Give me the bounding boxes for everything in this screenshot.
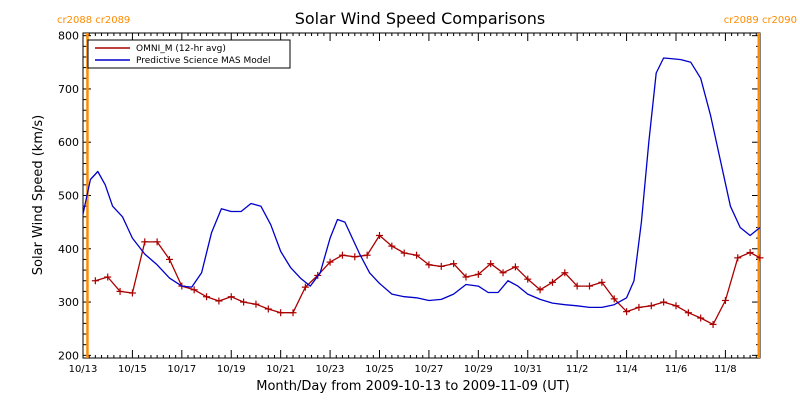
data-point-omni xyxy=(734,254,742,262)
data-point-omni xyxy=(413,251,421,259)
data-point-omni xyxy=(153,238,161,246)
data-point-omni xyxy=(351,253,359,261)
data-point-omni xyxy=(697,314,705,322)
x-axis-ticks: 10/13 10/15 10/17 10/19 10/21 10/23 10/25 10/27… xyxy=(69,33,757,375)
data-point-omni xyxy=(709,320,717,328)
data-point-omni xyxy=(573,282,581,290)
data-point-omni xyxy=(756,254,764,262)
series-line-mas xyxy=(82,57,761,309)
legend-box xyxy=(87,39,291,69)
x-tick-label: 10/17 xyxy=(167,364,196,375)
data-point-omni xyxy=(524,275,532,283)
data-point-omni xyxy=(548,278,556,286)
x-axis-label: Month/Day from 2009-10-13 to 2009-11-09 … xyxy=(256,379,569,394)
data-point-omni xyxy=(301,283,309,291)
x-tick-label: 10/27 xyxy=(414,364,443,375)
data-point-omni xyxy=(240,298,248,306)
y-axis-label: Solar Wind Speed (km/s) xyxy=(31,115,46,275)
x-tick-label: 10/25 xyxy=(365,364,394,375)
data-point-omni xyxy=(536,286,544,294)
x-tick-label: 10/23 xyxy=(316,364,345,375)
x-tick-label: 11/6 xyxy=(665,364,687,375)
data-point-omni xyxy=(363,251,371,259)
x-tick-label: 11/4 xyxy=(615,364,637,375)
data-point-omni xyxy=(511,263,519,271)
data-point-omni xyxy=(227,293,235,301)
data-point-omni xyxy=(141,238,149,246)
chart-title: Solar Wind Speed Comparisons xyxy=(295,9,546,28)
series-layer xyxy=(82,57,764,328)
data-point-omni xyxy=(289,309,297,317)
data-point-omni xyxy=(375,231,383,239)
x-tick-label: 10/15 xyxy=(118,364,147,375)
data-point-omni xyxy=(104,273,112,281)
y-tick-label: 800 xyxy=(58,30,79,43)
carrington-left-label: cr2088 cr2089 xyxy=(57,15,130,26)
y-tick-label: 400 xyxy=(58,243,79,256)
data-point-omni xyxy=(116,287,124,295)
y-tick-label: 700 xyxy=(58,83,79,96)
carrington-markers xyxy=(86,33,761,358)
data-point-omni xyxy=(338,251,346,259)
y-tick-label: 200 xyxy=(58,349,79,362)
data-point-omni xyxy=(437,262,445,270)
x-tick-label: 10/13 xyxy=(69,364,98,375)
data-point-omni xyxy=(721,296,729,304)
data-point-omni xyxy=(165,255,173,263)
x-tick-label: 10/19 xyxy=(217,364,246,375)
data-point-omni xyxy=(252,300,260,308)
data-point-omni xyxy=(450,260,458,268)
series-line-omni xyxy=(95,234,761,326)
data-point-omni xyxy=(623,308,631,316)
data-point-omni xyxy=(672,302,680,310)
plot-frame xyxy=(82,32,761,359)
data-point-omni xyxy=(215,297,223,305)
data-point-omni xyxy=(684,309,692,317)
data-point-omni xyxy=(746,249,754,257)
legend-label-mas: Predictive Science MAS Model xyxy=(136,56,271,66)
data-point-omni xyxy=(425,261,433,269)
data-point-omni xyxy=(660,298,668,306)
data-point-omni xyxy=(264,305,272,313)
data-point-omni xyxy=(598,278,606,286)
data-point-omni xyxy=(190,286,198,294)
carrington-right-label: cr2089 cr2090 xyxy=(724,15,797,26)
data-point-omni xyxy=(400,249,408,257)
data-point-omni xyxy=(91,277,99,285)
x-tick-label: 10/29 xyxy=(464,364,493,375)
data-point-omni xyxy=(635,303,643,311)
data-point-omni xyxy=(487,260,495,268)
data-point-omni xyxy=(647,302,655,310)
data-point-omni xyxy=(610,295,618,303)
legend-label-omni: OMNI_M (12-hr avg) xyxy=(136,44,226,54)
y-tick-label: 300 xyxy=(58,296,79,309)
data-point-omni xyxy=(203,293,211,301)
x-tick-label: 11/2 xyxy=(566,364,588,375)
y-axis-ticks: 200 300 400 500 600 700 800 xyxy=(58,30,760,362)
x-tick-label: 10/31 xyxy=(513,364,542,375)
data-point-omni xyxy=(499,269,507,277)
data-point-omni xyxy=(326,258,334,266)
data-point-omni xyxy=(561,269,569,277)
data-point-omni xyxy=(388,242,396,250)
x-tick-label: 11/8 xyxy=(714,364,736,375)
y-tick-label: 600 xyxy=(58,136,79,149)
data-point-omni xyxy=(128,289,136,297)
x-tick-label: 10/21 xyxy=(266,364,295,375)
y-tick-label: 500 xyxy=(58,190,79,203)
data-point-omni xyxy=(462,273,470,281)
data-point-omni xyxy=(586,282,594,290)
legend: OMNI_M (12-hr avg) Predictive Science MA… xyxy=(87,39,291,69)
data-point-omni xyxy=(474,270,482,278)
data-point-omni xyxy=(277,309,285,317)
